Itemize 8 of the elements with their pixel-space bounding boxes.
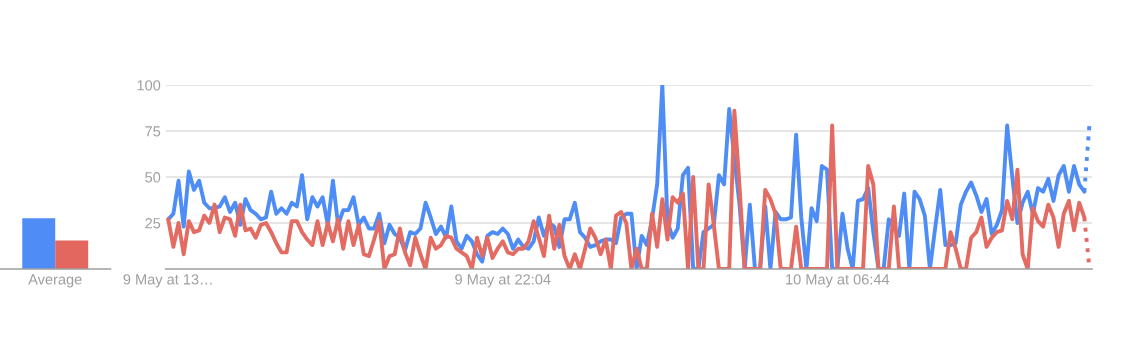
y-tick-label: 75 xyxy=(145,126,161,137)
x-tick-label: 10 May at 06:44 xyxy=(786,274,890,288)
y-tick-label: 100 xyxy=(137,80,161,91)
y-tick-label: 25 xyxy=(145,218,161,229)
x-tick-label: 9 May at 13… xyxy=(123,274,212,288)
y-tick-label: 50 xyxy=(145,172,161,183)
x-tick-label: Average xyxy=(28,274,82,288)
x-tick-label: 9 May at 22:04 xyxy=(455,274,551,288)
